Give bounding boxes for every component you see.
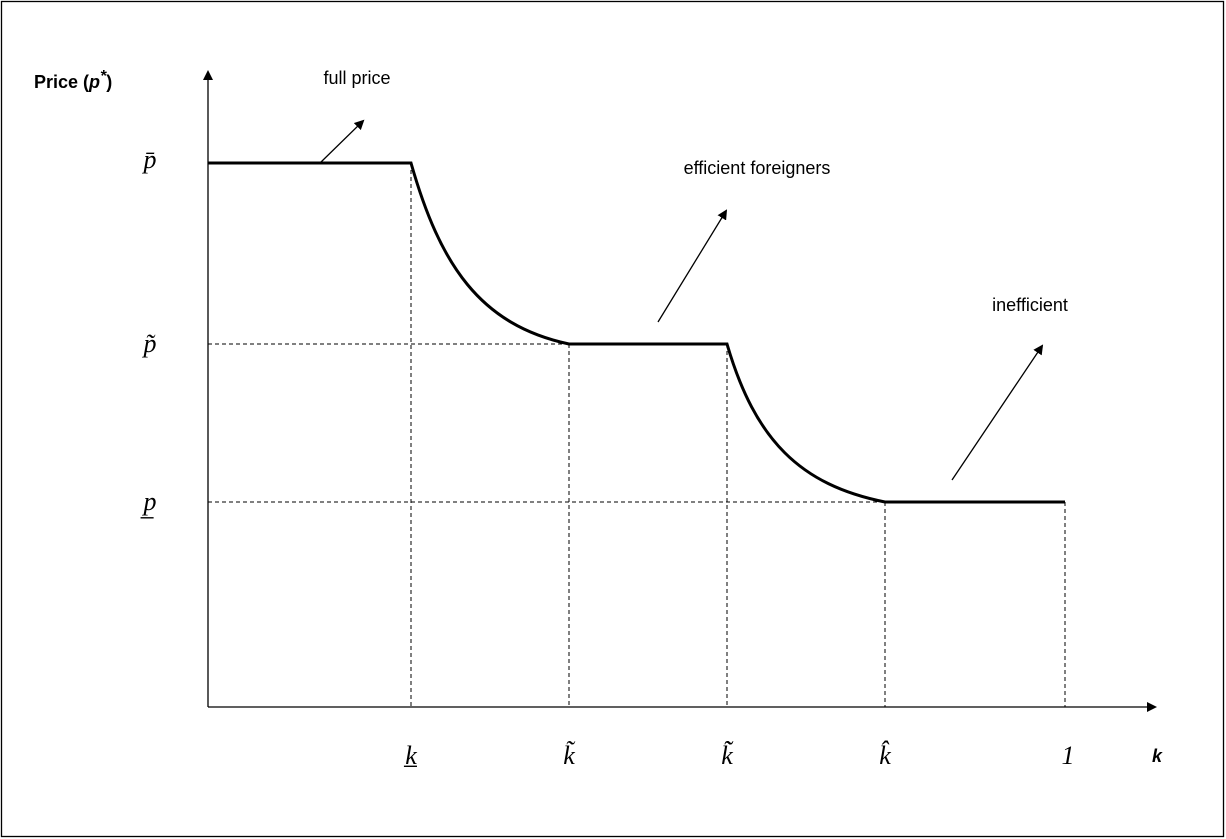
k-label: k̂ <box>879 741 891 770</box>
k-label: 1 <box>1062 741 1075 770</box>
annotation: efficient foreigners <box>684 158 831 178</box>
k-label: k̲ <box>404 741 418 770</box>
k-label: k̃̃ <box>721 741 734 770</box>
annotation: inefficient <box>992 295 1068 315</box>
k-label: k̃ <box>563 741 576 770</box>
annotation-arrow <box>657 209 728 323</box>
price-label: p̲ <box>141 487 157 520</box>
annotation: full price <box>323 68 390 88</box>
price-label: p̃ <box>142 329 157 358</box>
annotation-arrow <box>319 119 365 164</box>
guide-lines <box>208 163 1066 707</box>
price-curve <box>208 161 1065 504</box>
price-label: p̄ <box>142 145 157 174</box>
y-axis-label: Price (p*) <box>34 68 112 92</box>
annotation-arrow <box>951 344 1044 481</box>
x-axis-label: k <box>1152 746 1163 766</box>
